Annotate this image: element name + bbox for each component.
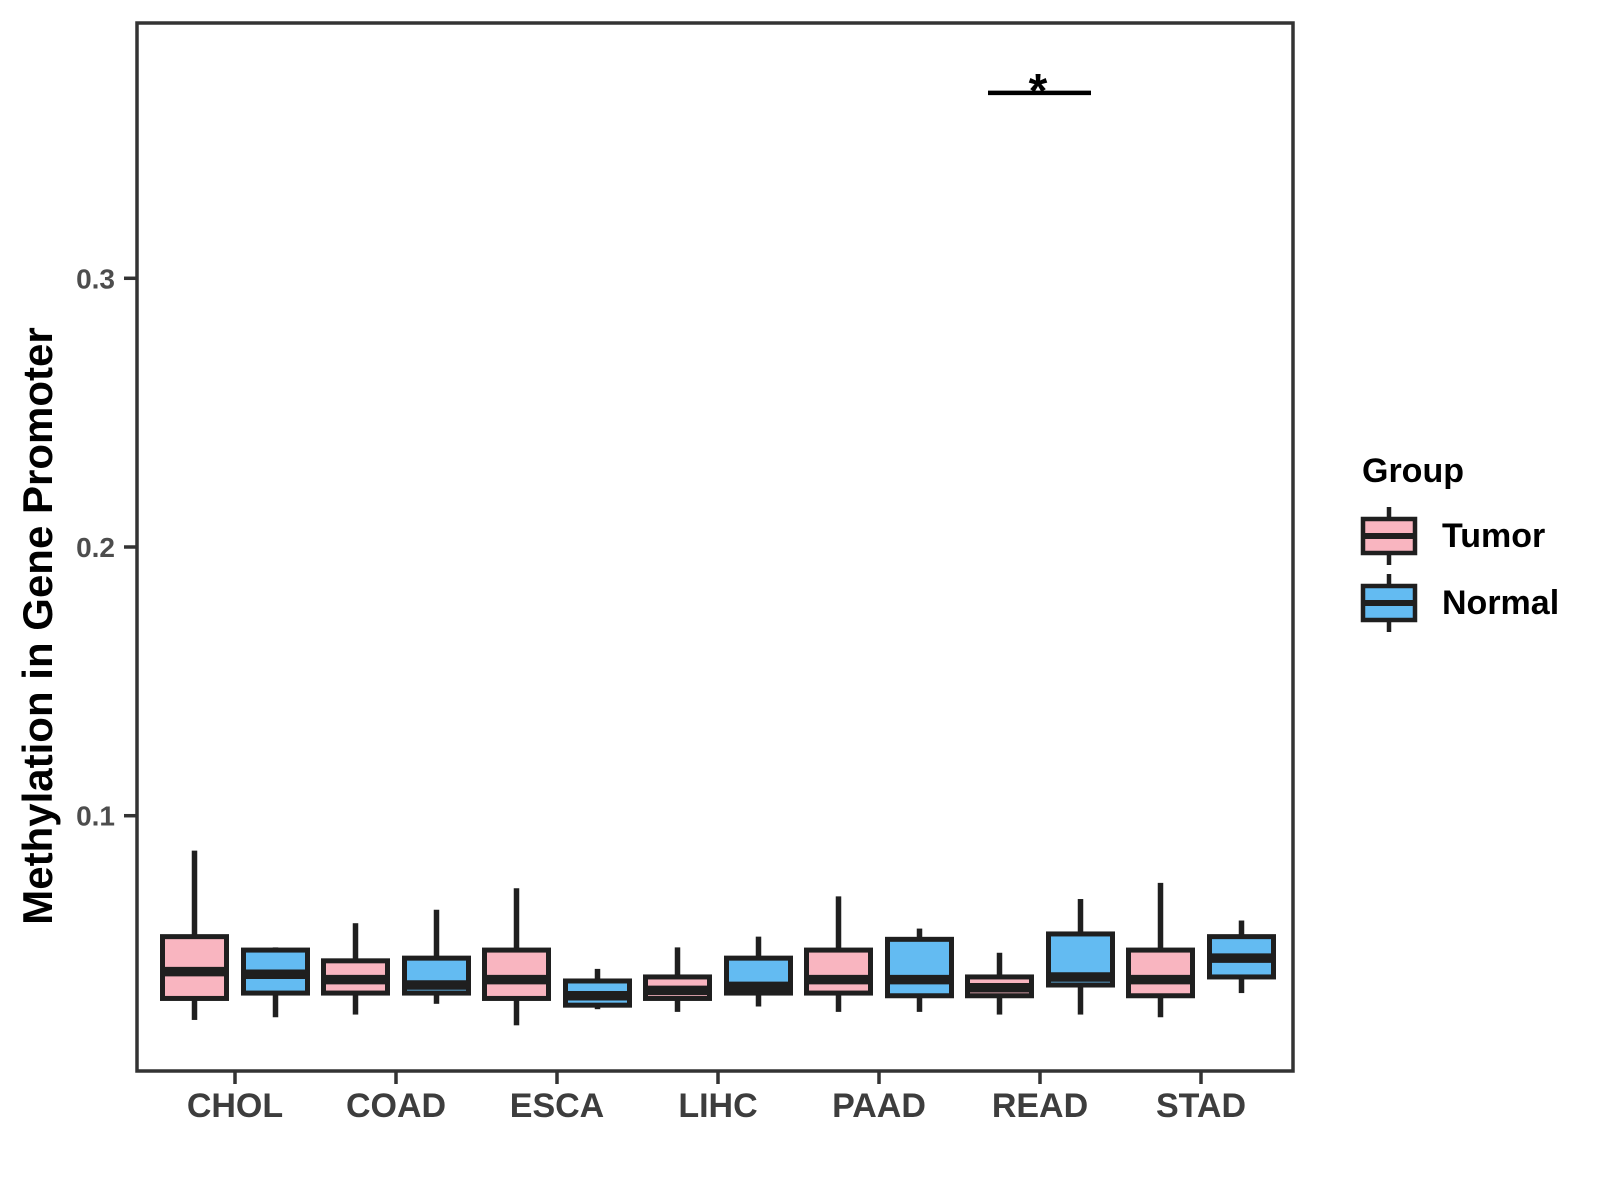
normal-box-paad: [885, 936, 954, 999]
tumor-box-paad: [804, 947, 873, 996]
x-tick-label-read: READ: [992, 1087, 1088, 1125]
legend-item-normal: Normal: [1360, 574, 1559, 632]
normal-boxplot-glyph-icon: [1360, 574, 1418, 632]
legend-title: Group: [1362, 452, 1464, 490]
significance-star: *: [1029, 65, 1048, 118]
legend-label-normal: Normal: [1442, 583, 1560, 622]
y-tick-label: 0.1: [76, 801, 115, 832]
x-tick-label-chol: CHOL: [187, 1087, 283, 1125]
y-axis-title: Methylation in Gene Promoter: [14, 327, 61, 925]
x-tick-label-paad: PAAD: [832, 1087, 926, 1125]
legend-label-tumor: Tumor: [1442, 516, 1546, 555]
x-tick-label-esca: ESCA: [510, 1087, 604, 1125]
y-tick-label: 0.3: [76, 263, 115, 294]
tumor-boxplot-glyph-icon: [1360, 507, 1418, 565]
legend: Group Tumor Normal: [1360, 452, 1559, 641]
y-tick-label: 0.2: [76, 532, 115, 563]
legend-item-tumor: Tumor: [1360, 507, 1559, 565]
tumor-box-stad: [1126, 947, 1195, 999]
x-tick-label-stad: STAD: [1156, 1087, 1246, 1125]
x-tick-label-lihc: LIHC: [678, 1087, 757, 1125]
x-tick-label-coad: COAD: [346, 1087, 446, 1125]
tumor-box-esca: [482, 947, 551, 1001]
panel-border: [135, 21, 1295, 1073]
